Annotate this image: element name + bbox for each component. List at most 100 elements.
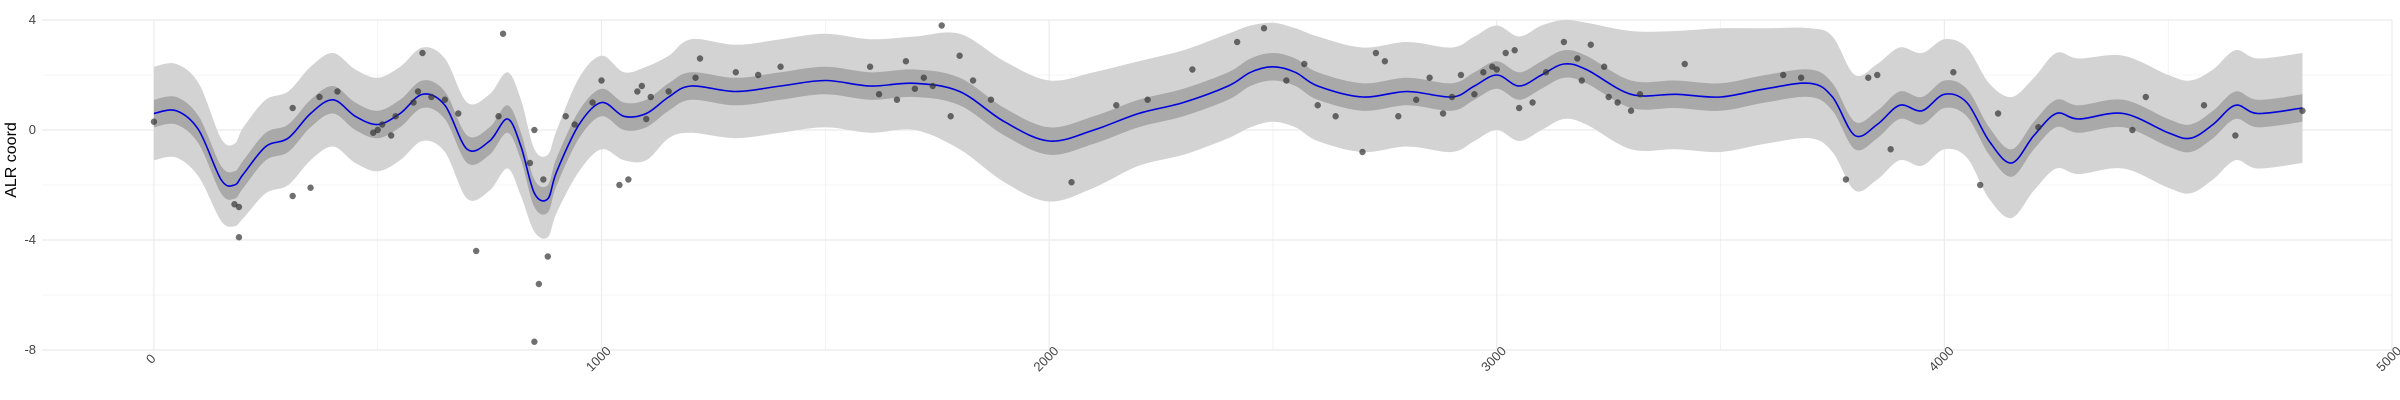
data-point bbox=[1574, 55, 1581, 62]
data-point bbox=[1797, 74, 1805, 81]
data-point bbox=[638, 82, 646, 90]
data-point bbox=[2299, 107, 2306, 114]
data-point bbox=[307, 184, 314, 191]
data-point bbox=[696, 55, 704, 62]
data-point bbox=[665, 88, 672, 95]
data-point bbox=[1260, 25, 1268, 32]
data-point bbox=[2129, 126, 2136, 134]
data-point bbox=[1502, 49, 1509, 57]
data-point bbox=[1515, 104, 1523, 112]
data-point bbox=[616, 181, 623, 189]
data-point bbox=[866, 63, 874, 70]
y-axis-tick-labels: -8 -4 0 4 bbox=[24, 12, 36, 357]
data-point bbox=[625, 176, 632, 183]
data-point bbox=[589, 99, 596, 106]
data-point bbox=[1560, 38, 1568, 46]
data-point bbox=[1426, 74, 1433, 81]
data-point bbox=[1636, 91, 1644, 98]
data-point bbox=[392, 113, 399, 120]
y-tick-label: -8 bbox=[24, 342, 36, 357]
x-tick-label: 1000 bbox=[583, 343, 614, 374]
data-point bbox=[875, 91, 883, 98]
data-point bbox=[1480, 69, 1487, 76]
data-point bbox=[2232, 132, 2239, 139]
x-tick-label: 2000 bbox=[1030, 343, 1061, 374]
data-point bbox=[634, 88, 641, 95]
data-point bbox=[1301, 60, 1308, 68]
data-point bbox=[893, 96, 901, 103]
data-point bbox=[1457, 71, 1465, 79]
data-point bbox=[1359, 148, 1366, 156]
data-point bbox=[2200, 102, 2208, 109]
data-point bbox=[441, 96, 449, 103]
data-point bbox=[1471, 91, 1478, 98]
data-point bbox=[692, 74, 699, 81]
data-point bbox=[544, 253, 552, 260]
data-point bbox=[414, 88, 422, 95]
data-point bbox=[1614, 99, 1621, 106]
x-tick-label: 5000 bbox=[2373, 343, 2400, 374]
data-point bbox=[1994, 110, 2002, 117]
data-point bbox=[1605, 93, 1612, 101]
data-point bbox=[920, 74, 928, 81]
data-point bbox=[1627, 107, 1635, 114]
data-point bbox=[499, 30, 507, 37]
data-point bbox=[1314, 102, 1321, 109]
data-point bbox=[1976, 181, 1984, 189]
data-point bbox=[150, 118, 158, 125]
data-point bbox=[777, 63, 784, 70]
data-point bbox=[334, 88, 341, 95]
mean-trend-line bbox=[153, 62, 2303, 202]
data-point bbox=[987, 96, 995, 103]
data-point bbox=[1144, 96, 1151, 103]
data-point bbox=[374, 126, 381, 134]
data-point bbox=[598, 77, 605, 84]
data-point bbox=[289, 104, 296, 112]
data-point bbox=[902, 58, 910, 65]
data-point bbox=[1493, 66, 1500, 73]
data-point bbox=[289, 192, 296, 200]
data-point bbox=[410, 99, 417, 106]
data-point bbox=[535, 280, 543, 288]
data-point bbox=[1842, 176, 1850, 183]
data-point bbox=[316, 93, 323, 101]
data-point bbox=[754, 71, 762, 79]
x-tick-label: 3000 bbox=[1478, 343, 1509, 374]
data-point bbox=[1233, 38, 1241, 46]
data-point bbox=[1600, 63, 1608, 70]
inner-confidence-band bbox=[153, 49, 2303, 215]
y-tick-label: 4 bbox=[29, 12, 36, 27]
data-point bbox=[1332, 113, 1339, 120]
x-tick-label: 4000 bbox=[1926, 343, 1957, 374]
data-point bbox=[911, 85, 919, 92]
data-point bbox=[1874, 71, 1881, 79]
data-points bbox=[150, 22, 2306, 345]
data-point bbox=[2142, 93, 2150, 101]
data-point bbox=[643, 115, 650, 123]
data-point bbox=[1113, 102, 1120, 109]
data-point bbox=[1887, 146, 1894, 153]
data-point bbox=[495, 113, 502, 120]
data-point bbox=[969, 77, 977, 84]
x-axis-tick-labels: 0 1000 2000 3000 4000 5000 bbox=[143, 343, 2400, 374]
data-point bbox=[387, 132, 395, 139]
data-point bbox=[1529, 99, 1536, 106]
y-axis-title: ALR coord bbox=[3, 122, 20, 198]
data-point bbox=[1439, 110, 1447, 117]
data-point bbox=[571, 121, 578, 128]
data-point bbox=[1511, 47, 1518, 54]
data-point bbox=[938, 22, 945, 29]
data-point bbox=[531, 126, 538, 134]
data-point bbox=[732, 69, 740, 76]
data-point bbox=[1372, 49, 1380, 57]
data-point bbox=[1950, 69, 1957, 76]
data-point bbox=[235, 203, 243, 211]
y-tick-label: -4 bbox=[24, 232, 36, 247]
data-point bbox=[428, 93, 435, 101]
data-point bbox=[929, 82, 936, 90]
data-point bbox=[1780, 71, 1787, 79]
data-point bbox=[472, 247, 480, 255]
data-point bbox=[1068, 179, 1075, 186]
data-point bbox=[2035, 124, 2042, 131]
x-tick-label: 0 bbox=[143, 351, 159, 367]
